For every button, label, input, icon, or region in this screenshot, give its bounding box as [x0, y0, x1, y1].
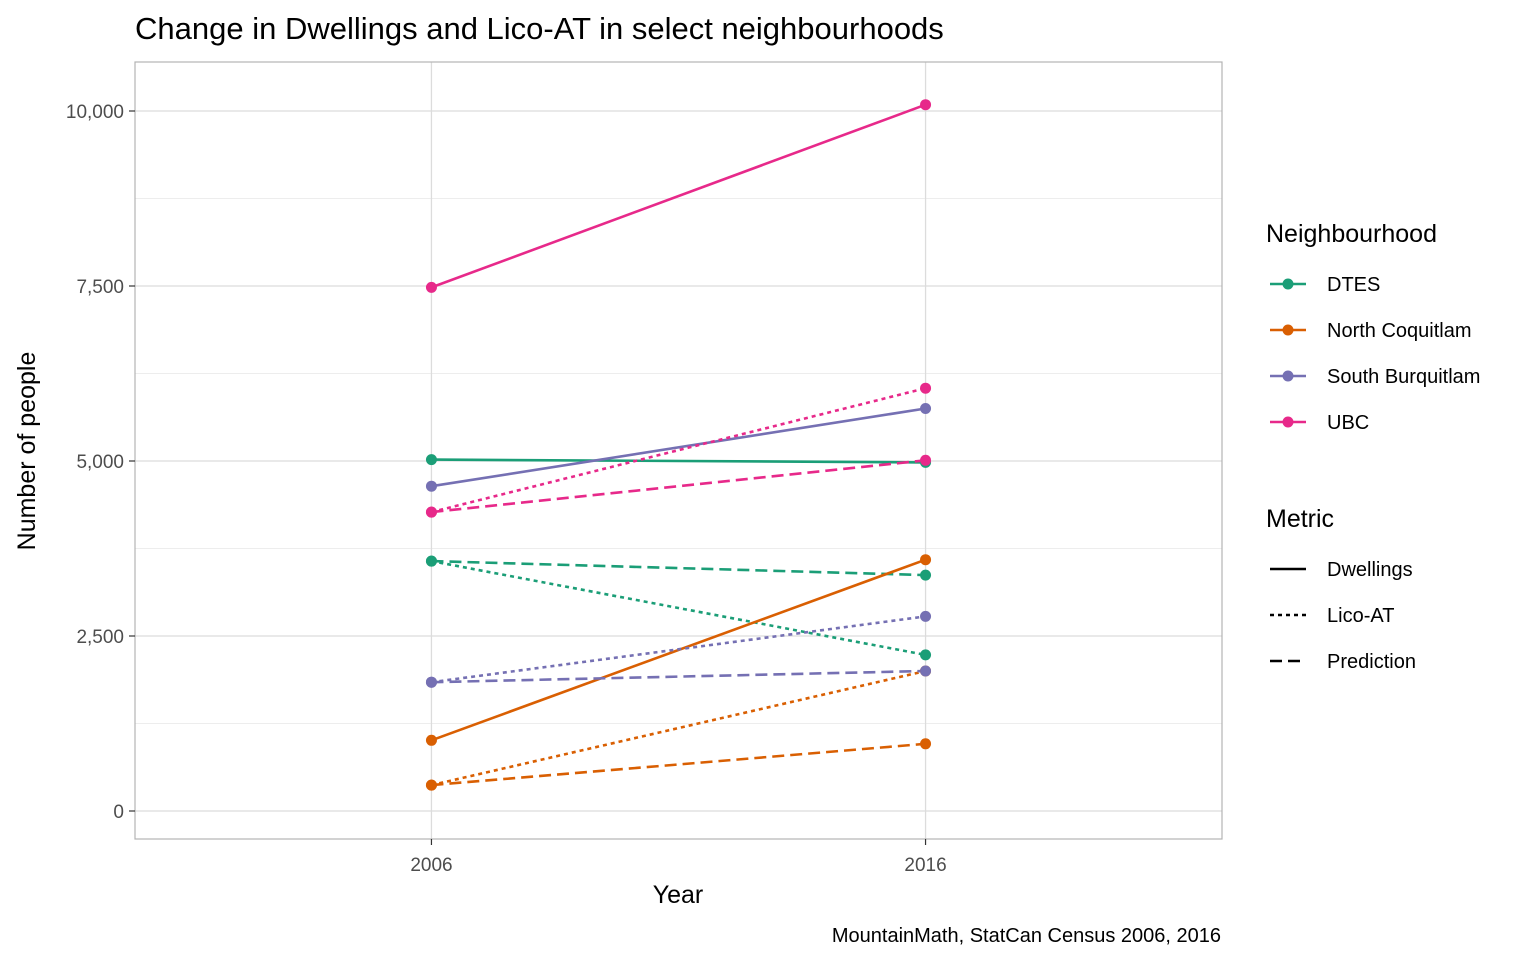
legend-label-lico-at: Lico-AT [1327, 605, 1394, 627]
series-line-ubc-lico-at [431, 386, 926, 514]
chart-title: Change in Dwellings and Lico-AT in selec… [135, 11, 944, 46]
series-line-south-burquitlam-dwellings [431, 407, 926, 488]
series-line-dtes-dwellings [431, 458, 926, 464]
y-tick-label: 2,500 [76, 627, 124, 648]
legend-label-dwellings: Dwellings [1327, 559, 1413, 581]
data-point-ubc-lico-at-2016 [920, 382, 932, 394]
series-line-north-coquitlam-lico-at [431, 669, 926, 787]
data-point-north-coquitlam-prediction-2016 [920, 738, 932, 750]
series-line-north-coquitlam-prediction [431, 742, 926, 787]
data-point-ubc-dwellings-2016 [920, 99, 932, 111]
axes: 0 2,500 5,000 7,500 10,000 2006 2016 [66, 102, 947, 876]
legend-label-south-burquitlam: South Burquitlam [1327, 366, 1480, 388]
series-line-ubc-dwellings [431, 103, 926, 289]
data-point-dtes-dwellings-2006 [425, 454, 437, 466]
data-point-dtes-prediction-2016 [920, 569, 932, 581]
series-line-dtes-prediction [431, 559, 926, 577]
y-tick-label: 10,000 [66, 102, 124, 123]
legend-key-point-ubc [1282, 416, 1294, 428]
data-point-north-coquitlam-prediction-2006 [425, 779, 437, 791]
legend-label-prediction: Prediction [1327, 651, 1416, 673]
data-point-south-burquitlam-prediction-2016 [920, 665, 932, 677]
plot-panel-border [134, 61, 1223, 840]
y-axis-title: Number of people [13, 352, 41, 551]
x-tick-label: 2016 [904, 855, 946, 876]
data-point-dtes-prediction-2006 [425, 555, 437, 567]
y-tick-label: 0 [113, 802, 124, 823]
data-point-north-coquitlam-dwellings-2006 [425, 734, 437, 746]
legend-key-point-south-burquitlam [1282, 370, 1294, 382]
x-tick-label: 2006 [410, 855, 452, 876]
data-point-south-burquitlam-dwellings-2006 [425, 480, 437, 492]
chart-caption: MountainMath, StatCan Census 2006, 2016 [832, 925, 1221, 947]
data-point-ubc-prediction-2016 [920, 454, 932, 466]
data-point-north-coquitlam-dwellings-2016 [920, 554, 932, 566]
x-axis-title: Year [653, 881, 704, 909]
series-line-ubc-prediction [431, 459, 926, 514]
legend-neighbourhood-keys: DTES North Coquitlam South Burquitlam UBC [1270, 274, 1480, 434]
legend-key-point-north-coquitlam [1282, 324, 1294, 336]
grid [135, 62, 1222, 839]
data-point-ubc-prediction-2006 [425, 506, 437, 518]
legend-key-point-dtes [1282, 278, 1294, 290]
y-tick-label: 7,500 [76, 277, 124, 298]
series-lines [431, 103, 926, 787]
series-line-south-burquitlam-lico-at [431, 615, 926, 684]
data-point-south-burquitlam-lico-at-2016 [920, 610, 932, 622]
data-point-south-burquitlam-prediction-2006 [425, 676, 437, 688]
series-line-dtes-lico-at [431, 559, 926, 657]
y-tick-label: 5,000 [76, 452, 124, 473]
data-point-ubc-dwellings-2006 [425, 281, 437, 293]
legend: Neighbourhood DTES North Coquitlam South B… [1266, 220, 1480, 673]
data-point-dtes-lico-at-2016 [920, 649, 932, 661]
legend-label-north-coquitlam: North Coquitlam [1327, 320, 1472, 342]
legend-title-neighbourhood: Neighbourhood [1266, 220, 1437, 248]
series-line-south-burquitlam-prediction [431, 669, 926, 684]
legend-label-ubc: UBC [1327, 412, 1369, 434]
legend-title-metric: Metric [1266, 505, 1334, 533]
data-points [425, 99, 932, 791]
legend-metric-keys: Dwellings Lico-AT Prediction [1270, 559, 1416, 673]
legend-label-dtes: DTES [1327, 274, 1380, 296]
data-point-south-burquitlam-dwellings-2016 [920, 403, 932, 414]
